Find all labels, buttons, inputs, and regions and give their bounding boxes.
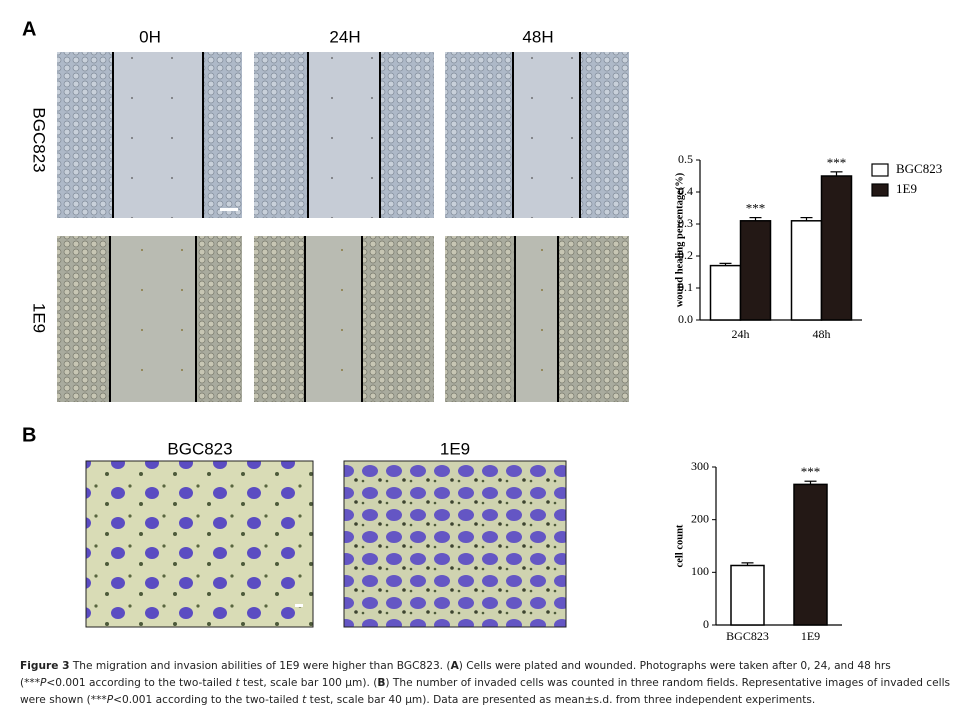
y-tick-label: 200	[691, 511, 709, 525]
micrograph	[85, 460, 314, 628]
caption-text: A	[450, 660, 459, 672]
x-tick-label: 1E9	[801, 629, 820, 643]
bar	[793, 483, 828, 626]
x-tick-label: 48h	[813, 327, 831, 341]
significance-label: ***	[746, 201, 766, 216]
bar	[739, 220, 772, 321]
x-tick-label: 24h	[732, 327, 750, 341]
wound-gap	[305, 236, 362, 402]
caption-text: <0.001 according to the two-tailed	[46, 677, 236, 689]
bar	[730, 564, 765, 626]
caption-text: ) The number of invaded cells was counte…	[20, 677, 951, 706]
wound-gap	[113, 52, 203, 218]
scale-bar	[295, 604, 303, 607]
y-axis-label: wound healing percentage(%)	[674, 172, 685, 307]
column-header: 48H	[522, 27, 553, 46]
y-tick-label: 0.0	[678, 312, 693, 326]
bar	[790, 220, 823, 321]
y-tick-label: 300	[691, 459, 709, 473]
legend-label: BGC823	[896, 161, 942, 176]
caption: Figure 3 The migration and invasion abil…	[20, 658, 952, 709]
y-tick-label: 0.1	[678, 280, 693, 294]
column-header: 24H	[329, 27, 360, 46]
micrograph	[343, 460, 567, 628]
caption-text: ) Cells were plated and wounded. Photogr…	[20, 660, 891, 689]
legend-label: 1E9	[896, 181, 917, 196]
caption-text: B	[377, 677, 386, 689]
figure-graphics: A B 0H 24H 48H BGC823 1E9 BGC823 1E9 0.0…	[22, 18, 942, 643]
significance-label: ***	[801, 464, 821, 479]
wound-gap	[110, 236, 196, 402]
y-tick-label: 100	[691, 564, 709, 578]
caption-text: Figure 3	[20, 660, 70, 672]
caption-text: t	[235, 677, 240, 689]
y-tick-label: 0.4	[678, 184, 693, 198]
bar	[820, 175, 853, 321]
scale-bar	[220, 208, 238, 211]
significance-label: ***	[827, 155, 847, 170]
caption-text: P	[40, 677, 47, 689]
y-tick-label: 0.5	[678, 152, 693, 166]
caption-text: test, scale bar 40 μm). Data are present…	[306, 694, 816, 706]
column-header: 0H	[139, 27, 161, 46]
legend-swatch	[871, 183, 889, 197]
caption-text: test, scale bar 100 μm). (	[239, 677, 378, 689]
wound-gap	[308, 52, 380, 218]
caption-text: t	[302, 694, 307, 706]
panel-label: B	[22, 424, 36, 446]
caption-text: <0.001 according to the two-tailed	[113, 694, 303, 706]
panel-label: A	[22, 18, 36, 40]
bar	[709, 264, 742, 321]
wound-gap	[513, 52, 580, 218]
caption-text: P	[106, 694, 114, 706]
y-tick-label: 0.2	[678, 248, 693, 262]
x-tick-label: BGC823	[726, 629, 769, 643]
column-header: 1E9	[440, 439, 470, 458]
y-tick-label: 0.3	[678, 216, 693, 230]
wound-gap	[515, 236, 558, 402]
column-header: BGC823	[167, 439, 232, 458]
caption-text: The migration and invasion abilities of …	[69, 660, 451, 672]
legend-swatch	[871, 163, 889, 177]
row-header: BGC823	[30, 107, 49, 172]
row-header: 1E9	[30, 303, 49, 333]
y-axis-label: cell count	[674, 524, 685, 567]
y-tick-label: 0	[703, 617, 709, 631]
